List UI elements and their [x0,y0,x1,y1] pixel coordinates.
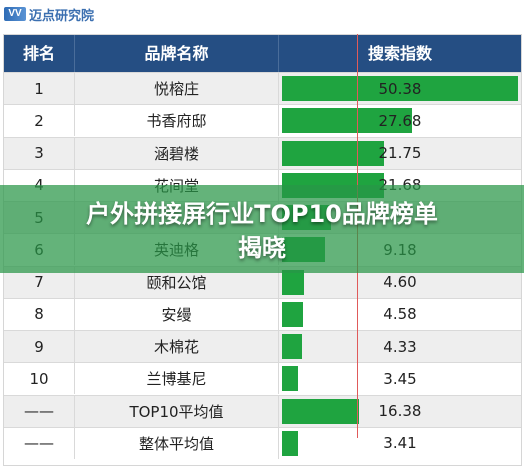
score-bar [282,269,304,295]
table-row: 8 安缦 4.58 [4,297,521,330]
logo-mark-icon: VV [4,7,26,21]
header-rank: 排名 [4,35,75,72]
table-row: —— 整体平均值 3.41 [4,426,521,459]
rank-cell: 3 [4,137,75,169]
score-cell: 4.58 [279,299,521,330]
rank-cell: 10 [4,363,75,395]
score-cell: 3.45 [279,363,521,394]
score-bar [282,398,359,424]
score-value: 3.45 [383,369,417,388]
score-cell: 21.75 [279,138,521,169]
rank-cell: —— [4,395,75,427]
brand-cell: 涵碧楼 [75,137,279,169]
brand-cell: 整体平均值 [75,427,279,459]
score-bar [282,334,303,360]
score-cell: 3.41 [279,428,521,459]
brand-cell: 颐和公馆 [75,266,279,298]
brand-cell: TOP10平均值 [75,395,279,427]
table-row: 3 涵碧楼 21.75 [4,136,521,169]
score-value: 3.41 [383,434,417,453]
table-header: 排名 品牌名称 搜索指数 [4,35,521,72]
table-row: 1 悦榕庄 50.38 [4,72,521,105]
watermark-text: 迈点研究院 [29,8,95,24]
brand-cell: 书香府邸 [75,105,279,137]
score-value: 4.33 [383,337,417,356]
rank-cell: 7 [4,266,75,298]
score-bar [282,301,304,327]
score-value: 27.68 [378,111,422,130]
brand-cell: 木棉花 [75,331,279,363]
rank-cell: —— [4,427,75,459]
brand-cell: 兰博基尼 [75,363,279,395]
headline-banner [0,185,524,273]
table-row: 9 木棉花 4.33 [4,330,521,363]
score-cell: 27.68 [279,105,521,136]
score-value: 4.60 [383,273,417,292]
score-bar [282,430,298,456]
score-bar [282,108,412,134]
watermark-logo: VV 迈点研究院 [4,3,94,25]
headline-title: 户外拼接屏行业TOP10品牌榜单 揭晓 [0,197,524,265]
header-brand: 品牌名称 [75,35,279,72]
table-row: 2 书香府邸 27.68 [4,104,521,137]
score-value: 21.75 [378,144,422,163]
score-bar [282,76,518,102]
score-value: 16.38 [378,402,422,421]
score-cell: 4.60 [279,267,521,298]
rank-cell: 8 [4,298,75,330]
headline-line-1: 户外拼接屏行业TOP10品牌榜单 [86,200,438,228]
score-cell: 4.33 [279,331,521,362]
table-row: 10 兰博基尼 3.45 [4,362,521,395]
score-cell: 50.38 [279,73,521,104]
table-row: —— TOP10平均值 16.38 [4,394,521,427]
score-bar [282,366,299,392]
score-value: 50.38 [378,79,422,98]
headline-line-2: 揭晓 [238,234,286,262]
score-bar [282,140,384,166]
rank-cell: 9 [4,331,75,363]
header-score: 搜索指数 [367,44,432,63]
rank-cell: 1 [4,73,75,105]
rank-cell: 2 [4,105,75,137]
score-value: 4.58 [383,305,417,324]
score-cell: 16.38 [279,396,521,427]
brand-cell: 安缦 [75,298,279,330]
brand-cell: 悦榕庄 [75,73,279,105]
